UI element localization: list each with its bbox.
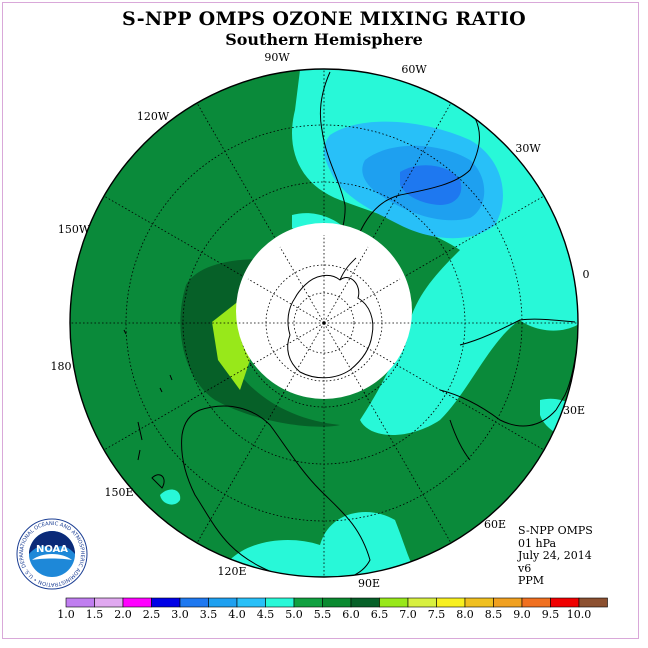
colorbar-swatch (436, 597, 466, 608)
colorbar-swatch (407, 597, 437, 608)
colorbar-swatch (464, 597, 494, 608)
colorbar-swatch (65, 597, 95, 608)
map-disk (70, 69, 578, 577)
colorbar-label: 8.5 (485, 608, 503, 621)
colorbar-label: 10.0 (567, 608, 592, 621)
colorbar-label: 4.5 (257, 608, 275, 621)
info-date: July 24, 2014 (518, 549, 592, 562)
lon-label-120e: 120E (217, 565, 246, 578)
south-pole-marker (322, 321, 326, 325)
colorbar-swatch (521, 597, 551, 608)
colorbar-label: 6.5 (371, 608, 389, 621)
product-info: S-NPP OMPS 01 hPa July 24, 2014 v6 PPM (518, 524, 593, 588)
colorbar-swatch (293, 597, 323, 608)
lon-label-90w: 90W (264, 51, 290, 64)
logo-text: NOAA (36, 544, 68, 555)
colorbar-swatch (236, 597, 266, 608)
colorbar-labels: 1.0 1.5 2.0 2.5 3.0 3.5 4.0 4.5 5.0 5.5 6.0 6.5 7.0 7… (57, 608, 591, 621)
colorbar-label: 1.0 (57, 608, 75, 621)
noaa-logo: NATIONAL OCEANIC AND ATMOSPHERIC ADMINIS… (16, 518, 88, 590)
colorbar-swatches (65, 597, 608, 608)
colorbar-swatch (94, 597, 124, 608)
colorbar-label: 3.5 (200, 608, 218, 621)
lon-label-150w: 150W (58, 223, 91, 236)
colorbar-label: 3.0 (171, 608, 189, 621)
colorbar-swatch (379, 597, 409, 608)
info-level: 01 hPa (518, 536, 557, 550)
colorbar-label: 5.5 (314, 608, 332, 621)
lon-label-120w: 120W (137, 110, 170, 123)
antarctic-peninsula (339, 257, 357, 281)
ozone-region-4.5-australia (230, 512, 420, 577)
lon-label-0: 0 (583, 268, 590, 281)
colorbar-swatch (493, 597, 523, 608)
colorbar-label: 9.0 (513, 608, 531, 621)
inner-graticule (238, 235, 410, 400)
antarctica-coast (287, 274, 374, 379)
colorbar-swatch (122, 597, 152, 608)
page-subtitle: Southern Hemisphere (225, 30, 423, 49)
longitude-labels: 90W 60W 30W 0 30E 60E 90E 120E 150E 180 … (51, 51, 590, 590)
colorbar-label: 5.0 (285, 608, 303, 621)
colorbar-label: 2.5 (143, 608, 161, 621)
colorbar-swatch (550, 597, 580, 608)
colorbar-swatch (578, 597, 608, 608)
ozone-region-4.5-east-atlantic (503, 228, 578, 331)
lon-label-60w: 60W (401, 63, 427, 76)
colorbar-swatch (208, 597, 238, 608)
coast-islands-south-pacific (123, 329, 173, 393)
lon-label-60e: 60E (484, 518, 506, 531)
antarctica-inner (238, 235, 410, 400)
colorbar-label: 9.5 (542, 608, 560, 621)
info-instrument: S-NPP OMPS (518, 524, 593, 537)
colorbar-label: 8.0 (456, 608, 474, 621)
lon-label-180: 180 (51, 360, 72, 373)
coast-islands-pacific (137, 421, 143, 461)
page-title: S-NPP OMPS OZONE MIXING RATIO (121, 8, 527, 30)
coast-new-zealand (151, 474, 165, 489)
ozone-region-6.0 (180, 259, 340, 427)
lon-label-30w: 30W (515, 142, 541, 155)
colorbar-label: 4.0 (228, 608, 246, 621)
colorbar-label: 6.0 (342, 608, 360, 621)
map-boundary (69, 68, 579, 578)
ozone-region-3.0 (400, 165, 462, 205)
colorbar-swatch (350, 597, 380, 608)
info-units: PPM (518, 574, 545, 587)
colorbar-swatch (265, 597, 295, 608)
lon-label-30e: 30E (563, 404, 585, 417)
coast-australia (181, 405, 371, 577)
lon-label-150e: 150E (104, 486, 133, 499)
coast-madagascar (449, 419, 471, 461)
colorbar-label: 2.0 (114, 608, 132, 621)
info-version: v6 (518, 561, 532, 575)
colorbar-label: 7.5 (428, 608, 446, 621)
logo-bird-sky (29, 531, 75, 554)
colorbar-swatch (151, 597, 181, 608)
colorbar-swatch (322, 597, 352, 608)
colorbar-label: 1.5 (86, 608, 104, 621)
lon-label-90e: 90E (358, 577, 380, 590)
colorbar: 1.0 1.5 2.0 2.5 3.0 3.5 4.0 4.5 5.0 5.5 6.0 6.5 7.0 7… (57, 597, 608, 621)
ozone-region-4.5-tasman (160, 489, 181, 505)
logo-bird-wing (32, 554, 72, 560)
colorbar-label: 7.0 (399, 608, 417, 621)
coast-africa-east (439, 389, 557, 427)
colorbar-swatch (179, 597, 209, 608)
coast-africa-southwest (459, 318, 576, 346)
